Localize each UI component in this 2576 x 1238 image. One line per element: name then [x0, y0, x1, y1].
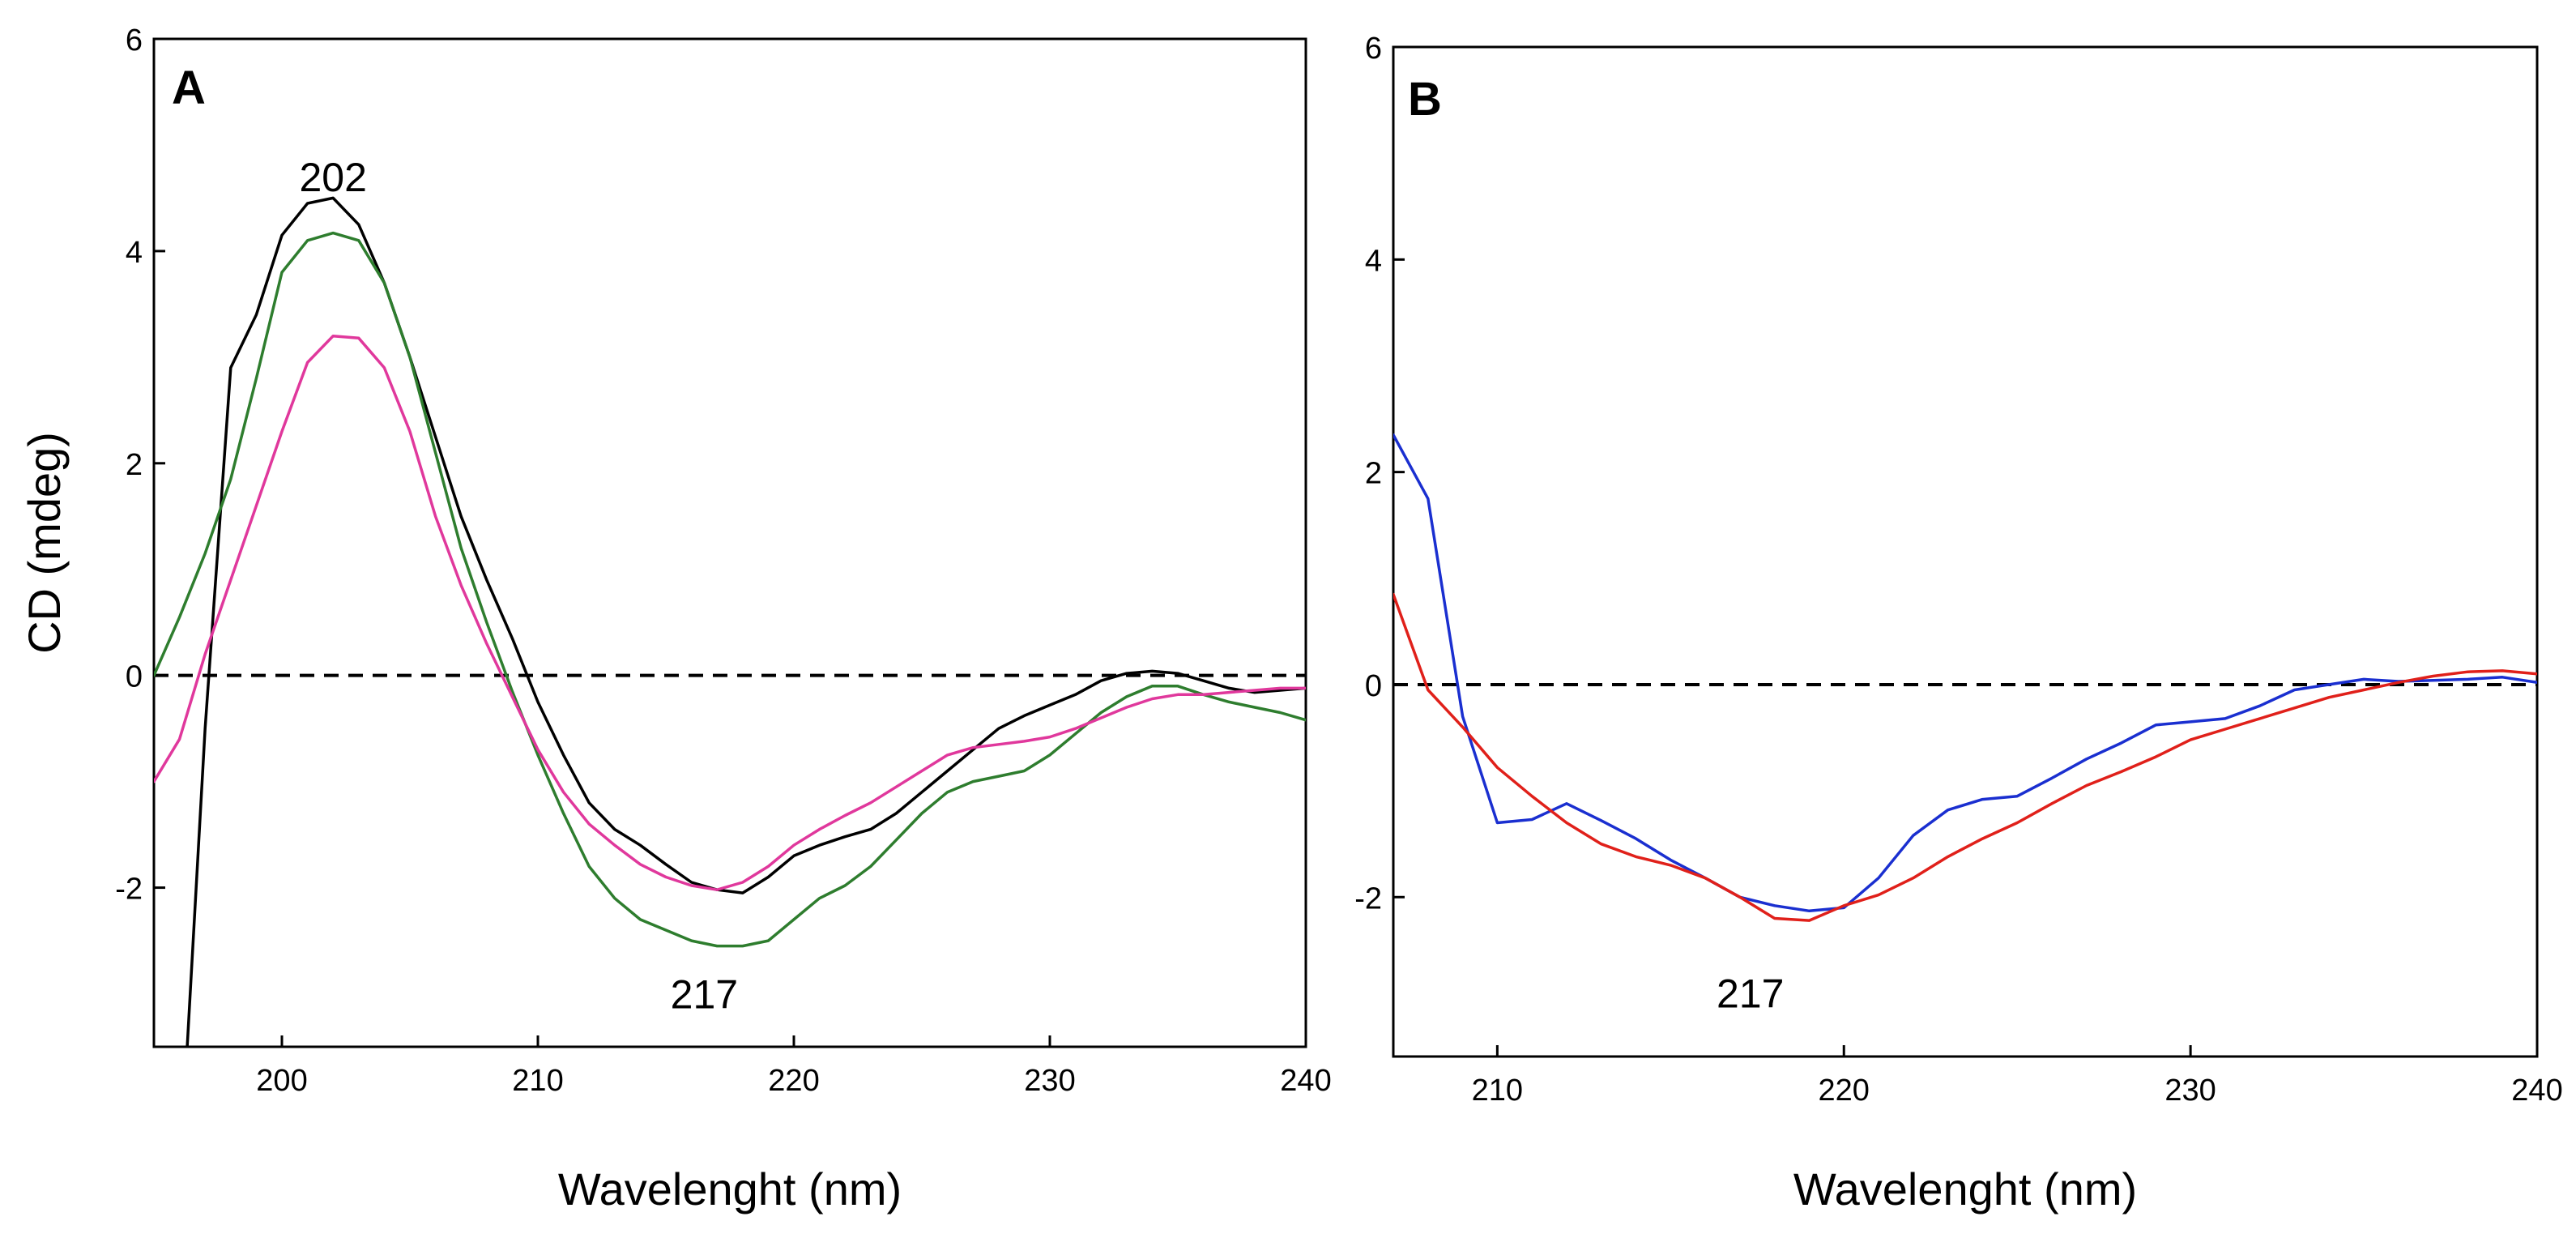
panel-b-x-tick-label: 220	[1819, 1074, 1870, 1108]
panel-a-x-tick-label: 210	[512, 1064, 563, 1098]
panel-b-y-tick-label: 6	[1365, 32, 1382, 66]
panel-a-series-green	[154, 231, 1306, 948]
panel-b-y-axis: -2 0 2 4 6	[1354, 32, 1405, 916]
panel-a-annotation: 202	[299, 155, 366, 200]
panel-a-x-axis-label: Wavelenght (nm)	[558, 1163, 902, 1215]
panel-b-x-axis: 210 220 230 240	[1472, 1045, 2563, 1108]
panel-b-annotations: 217	[1717, 971, 1784, 1016]
panel-a-y-tick-label: -2	[115, 873, 143, 907]
panel-a-y-tick-label: 6	[126, 23, 143, 58]
panel-a: -2 0 2 4 6 200 210 220 230 240 A 202 217 CD (mdeg…	[19, 23, 1332, 1215]
panel-a-x-tick-label: 240	[1280, 1064, 1331, 1098]
panel-b-series-blue	[1393, 433, 2537, 913]
panel-b-y-tick-label: 0	[1365, 669, 1382, 703]
panel-b-x-tick-label: 210	[1472, 1074, 1523, 1108]
panel-a-frame	[152, 37, 1307, 1048]
panel-b-label: B	[1408, 73, 1442, 126]
panel-a-y-tick-label: 4	[126, 236, 143, 270]
panel-a-annotation: 217	[671, 972, 738, 1018]
panel-b-x-axis-label: Wavelenght (nm)	[1793, 1163, 2137, 1215]
panel-a-x-tick-label: 230	[1024, 1064, 1075, 1098]
panel-a-x-tick-label: 200	[256, 1064, 307, 1098]
panel-b-annotation: 217	[1717, 971, 1784, 1016]
panel-b-frame	[1392, 45, 2539, 1058]
panel-b-x-tick-label: 240	[2511, 1074, 2562, 1108]
panel-b-y-tick-label: 2	[1365, 457, 1382, 491]
panel-a-series-black	[186, 196, 1306, 1047]
panel-b-y-tick-label: 4	[1365, 244, 1382, 278]
panel-a-y-axis: -2 0 2 4 6	[115, 23, 165, 907]
panel-a-series-magenta	[154, 334, 1306, 891]
panel-a-annotations: 202 217	[299, 155, 738, 1017]
panel-b-x-tick-label: 230	[2164, 1074, 2216, 1108]
panel-a-label: A	[172, 62, 206, 114]
panel-b-series	[1393, 433, 2537, 922]
panel-a-y-tick-label: 0	[126, 660, 143, 694]
panel-a-x-tick-label: 220	[768, 1064, 819, 1098]
panel-b-series-red	[1393, 592, 2537, 922]
panel-a-y-axis-label: CD (mdeg)	[19, 432, 70, 654]
panel-a-x-axis: 200 210 220 230 240	[256, 1035, 1332, 1098]
panel-b: -2 0 2 4 6 210 220 230 240 B 217 Wavelenght (nm…	[1354, 32, 2563, 1215]
panel-a-y-tick-label: 2	[126, 448, 143, 482]
panel-b-y-tick-label: -2	[1354, 882, 1382, 916]
panel-a-series	[154, 196, 1306, 1047]
